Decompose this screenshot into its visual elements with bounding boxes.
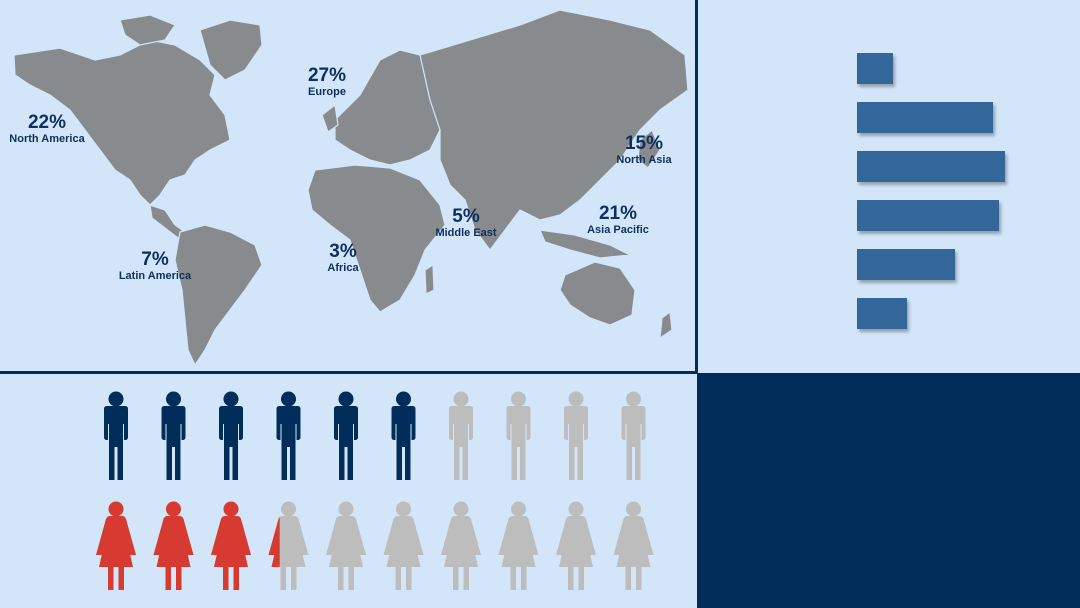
woman-icon [441, 501, 481, 590]
man-icon [104, 391, 128, 480]
man-icon [334, 391, 358, 480]
region-label-asia-pacific: 21% Asia Pacific [587, 203, 649, 237]
man-icon [506, 391, 531, 480]
region-pct: 3% [329, 241, 357, 262]
africa-land [307, 164, 446, 313]
australia-land [559, 261, 636, 326]
woman-icon [326, 501, 366, 590]
bar-1 [857, 53, 893, 84]
region-pct: 21% [598, 203, 638, 224]
dark-panel [697, 373, 1080, 608]
region-pct: 22% [27, 112, 67, 133]
horizontal-bar-chart [697, 0, 1080, 373]
woman-icon [383, 501, 424, 590]
man-icon [219, 391, 243, 480]
man-icon [276, 391, 301, 480]
bar-4 [857, 200, 999, 231]
region-pct: 5% [452, 206, 480, 227]
woman-icon [153, 501, 194, 590]
woman-icon [96, 501, 136, 590]
region-name: Middle East [435, 227, 497, 239]
woman-icon [268, 501, 309, 590]
woman-icon [613, 501, 654, 590]
man-icon [449, 391, 473, 480]
region-label-africa: 3% Africa [327, 241, 359, 275]
woman-icon [211, 501, 251, 590]
man-icon [564, 391, 588, 480]
man-icon [621, 391, 646, 480]
region-label-latin-america: 7% Latin America [118, 249, 192, 283]
region-label-north-asia: 15% North Asia [616, 133, 672, 167]
region-pct: 7% [141, 249, 169, 270]
region-name: North America [9, 133, 85, 145]
region-name: Asia Pacific [587, 224, 649, 236]
region-name: Latin America [118, 270, 192, 282]
region-label-europe: 27% Europe [307, 65, 347, 99]
asia-land [419, 9, 689, 251]
bar-3 [857, 151, 1005, 182]
world-map-panel: 22% North America 27% Europe 15% North A… [0, 0, 697, 373]
woman-icon [556, 501, 596, 590]
man-icon [391, 391, 416, 480]
region-label-middle-east: 5% Middle East [435, 206, 497, 240]
world-map [13, 9, 689, 367]
vertical-divider [695, 0, 698, 373]
horizontal-divider [0, 371, 697, 374]
bar-2 [857, 102, 993, 133]
region-name: Europe [308, 86, 346, 98]
people-pictogram [0, 373, 697, 608]
woman-icon [498, 501, 539, 590]
south-america-land [174, 224, 263, 367]
region-pct: 15% [624, 133, 664, 154]
bar-5 [857, 249, 955, 280]
bar-6 [857, 298, 907, 329]
pictogram-svg [96, 391, 654, 590]
region-name: Africa [327, 262, 359, 274]
region-pct: 27% [307, 65, 347, 86]
greenland-land [199, 19, 263, 81]
man-icon [161, 391, 186, 480]
region-label-north-america: 22% North America [9, 112, 85, 146]
region-name: North Asia [616, 154, 672, 166]
